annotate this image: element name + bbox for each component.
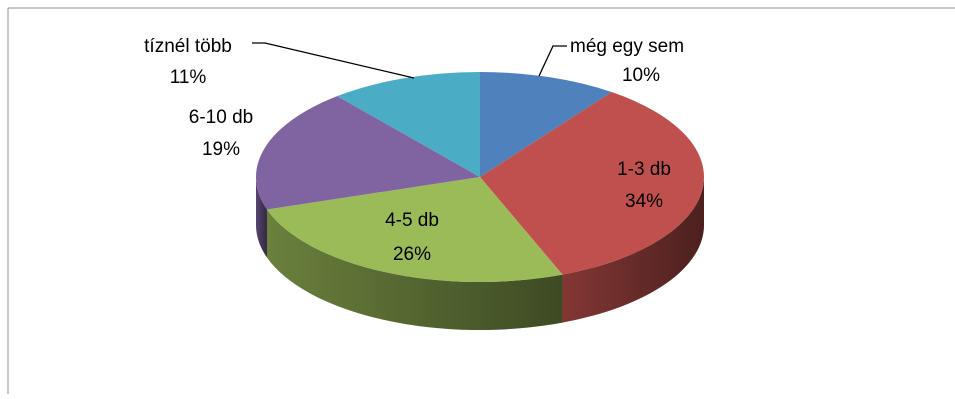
slice-percent-meg-egy-sem: 10%	[622, 65, 660, 86]
pie-sides	[256, 177, 704, 330]
slice-percent-6-10-db: 19%	[202, 139, 240, 160]
pie-slice-6-10-db	[256, 96, 480, 210]
slice-label-tiznel-tobb: tíznél több	[144, 36, 232, 57]
leader-line-tiznel-tobb	[252, 42, 415, 79]
pie-slice-4-5-db	[266, 177, 563, 282]
slice-label-1-3-db: 1-3 db	[617, 159, 671, 180]
slice-label-meg-egy-sem: még egy sem	[570, 36, 684, 57]
slice-percent-tiznel-tobb: 11%	[170, 67, 207, 88]
pie-slice-tiznel-tobb	[337, 72, 480, 177]
slice-label-4-5-db: 4-5 db	[385, 210, 439, 231]
pie-side-shade-4-5-db	[266, 209, 563, 330]
pie-side-shade-1-3-db	[562, 177, 704, 323]
slice-percent-1-3-db: 34%	[625, 191, 663, 212]
pie-slice-meg-egy-sem	[480, 72, 612, 177]
slice-label-6-10-db: 6-10 db	[189, 107, 253, 128]
leader-line-meg-egy-sem	[538, 45, 567, 77]
slice-percent-4-5-db: 26%	[393, 244, 431, 265]
pie-tops	[256, 72, 705, 282]
pie-slice-1-3-db	[480, 92, 705, 275]
pie-side-shade-6-10-db	[256, 177, 267, 258]
